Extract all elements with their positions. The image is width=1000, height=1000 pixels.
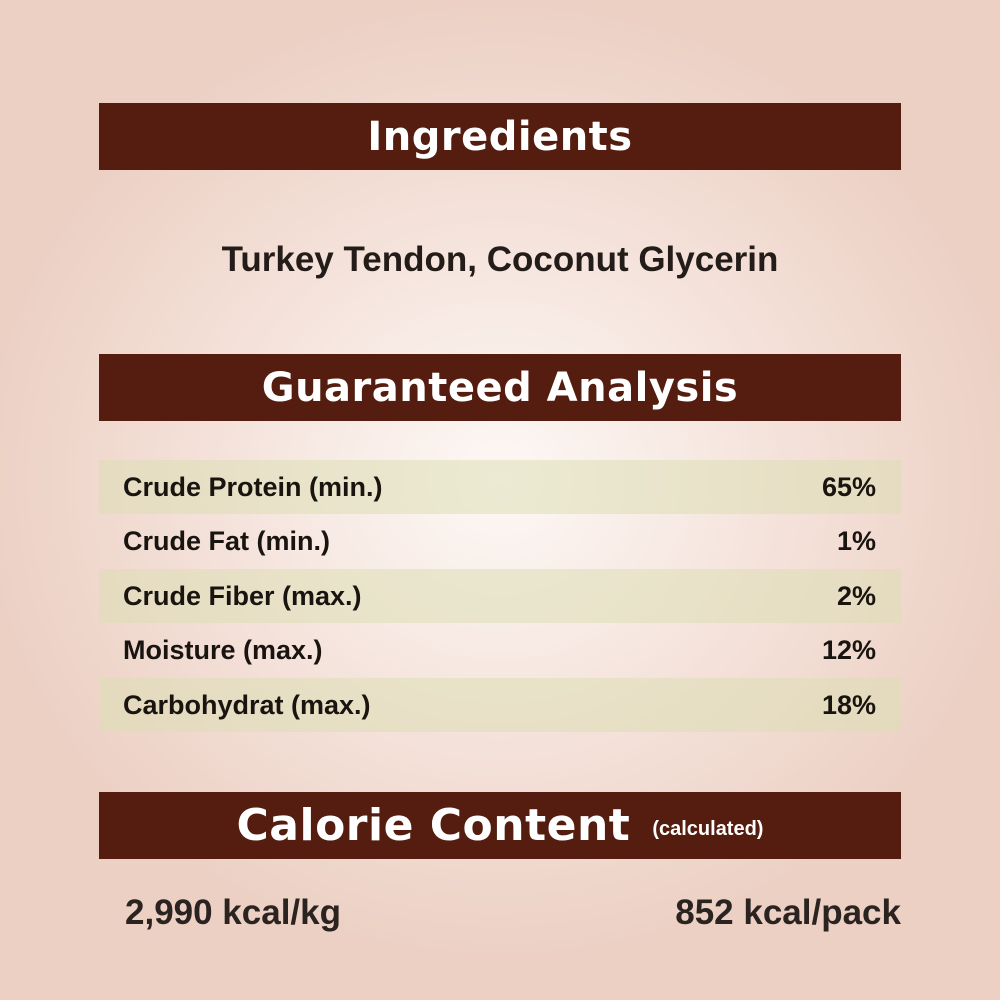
ingredients-title: Ingredients — [367, 113, 633, 160]
analysis-banner: Guaranteed Analysis — [99, 354, 901, 421]
calorie-subtitle: (calculated) — [652, 818, 764, 840]
analysis-row: Carbohydrat (max.) 18% — [99, 678, 901, 732]
row-label: Crude Fiber (max.) — [123, 580, 362, 611]
row-label: Crude Fat (min.) — [123, 525, 330, 556]
row-value: 65% — [821, 471, 876, 502]
calorie-banner: Calorie Content (calculated) — [99, 792, 901, 859]
analysis-row: Crude Protein (min.) 65% — [99, 460, 901, 514]
ingredients-banner: Ingredients — [99, 103, 901, 170]
row-label: Carbohydrat (max.) — [123, 689, 371, 720]
row-value: 12% — [821, 634, 876, 665]
calorie-per-kg: 2,990 kcal/kg — [125, 893, 341, 932]
row-label: Crude Protein (min.) — [123, 471, 383, 502]
ingredients-text: Turkey Tendon, Coconut Glycerin — [221, 240, 779, 279]
analysis-row: Crude Fat (min.) 1% — [99, 514, 901, 568]
row-value: 2% — [836, 580, 876, 611]
row-label: Moisture (max.) — [123, 634, 323, 665]
row-value: 1% — [836, 525, 876, 556]
analysis-row: Crude Fiber (max.) 2% — [99, 569, 901, 623]
analysis-title: Guaranteed Analysis — [261, 364, 739, 411]
calorie-title: Calorie Content — [236, 800, 631, 851]
analysis-row: Moisture (max.) 12% — [99, 623, 901, 677]
calorie-per-pack: 852 kcal/pack — [675, 893, 901, 932]
row-value: 18% — [821, 689, 876, 720]
